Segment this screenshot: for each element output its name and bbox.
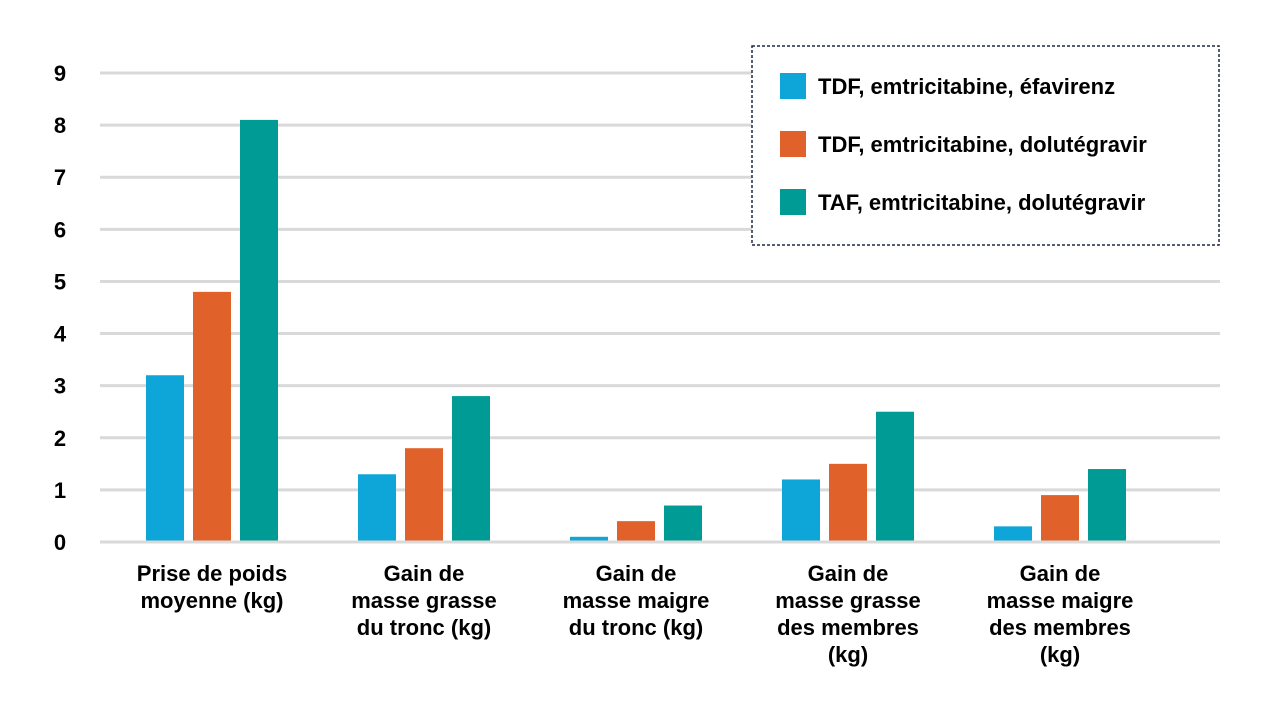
bar-2-series-2 xyxy=(405,448,443,542)
x-category-label-2: Gain de masse grasse du tronc (kg) xyxy=(351,561,497,640)
bar-4-series-3 xyxy=(876,411,914,542)
bar-1-series-2 xyxy=(193,291,231,542)
bar-2-series-1 xyxy=(358,474,396,542)
gridlines xyxy=(100,71,1220,492)
x-axis-category-labels: Prise de poids moyenne (kg)Gain de masse g… xyxy=(137,561,1134,667)
legend: TDF, emtricitabine, éfavirenz TDF, emtric… xyxy=(751,45,1220,246)
x-category-label-line: masse maigre xyxy=(987,588,1134,613)
x-category-label-line: Gain de xyxy=(596,561,677,586)
x-category-label-line: des membres xyxy=(989,615,1131,640)
x-category-label-line: du tronc (kg) xyxy=(357,615,491,640)
bar-5-series-2 xyxy=(1041,495,1079,542)
x-category-label-line: (kg) xyxy=(1040,642,1080,667)
y-tick-label-4: 4 xyxy=(54,322,67,347)
y-tick-label-9: 9 xyxy=(54,61,66,86)
y-tick-label-5: 5 xyxy=(54,269,66,294)
legend-label-3: TAF, emtricitabine, dolutégravir xyxy=(818,190,1146,215)
x-category-label-line: masse grasse xyxy=(351,588,497,613)
x-category-label-line: Gain de xyxy=(808,561,889,586)
bar-2-series-3 xyxy=(452,396,490,542)
bar-3-series-3 xyxy=(664,505,702,542)
legend-swatch-1 xyxy=(780,73,806,99)
bar-5-series-3 xyxy=(1088,469,1126,542)
legend-swatch-3 xyxy=(780,189,806,215)
x-category-label-3: Gain de masse maigre du tronc (kg) xyxy=(563,561,710,640)
y-tick-label-7: 7 xyxy=(54,165,66,190)
y-tick-label-8: 8 xyxy=(54,113,66,138)
x-category-label-line: masse grasse xyxy=(775,588,921,613)
legend-label-1: TDF, emtricitabine, éfavirenz xyxy=(818,74,1115,99)
x-category-label-line: des membres xyxy=(777,615,919,640)
y-tick-label-0: 0 xyxy=(54,530,66,555)
bar-4-series-1 xyxy=(782,479,820,542)
bar-3-series-2 xyxy=(617,521,655,542)
y-tick-label-2: 2 xyxy=(54,426,66,451)
bar-1-series-3 xyxy=(240,119,278,543)
x-category-label-line: (kg) xyxy=(828,642,868,667)
x-category-label-1: Prise de poids moyenne (kg) xyxy=(137,561,287,613)
x-category-label-line: du tronc (kg) xyxy=(569,615,703,640)
bar-5-series-1 xyxy=(994,526,1032,542)
x-category-label-5: Gain de masse maigre des membres (kg) xyxy=(987,561,1134,667)
x-category-label-line: moyenne (kg) xyxy=(140,588,283,613)
bar-3-series-1 xyxy=(570,536,608,542)
y-tick-label-6: 6 xyxy=(54,217,66,242)
x-category-label-line: Gain de xyxy=(384,561,465,586)
bars xyxy=(146,119,1126,543)
x-category-label-line: Prise de poids xyxy=(137,561,287,586)
y-tick-label-1: 1 xyxy=(54,478,66,503)
bar-1-series-1 xyxy=(146,375,184,542)
legend-swatch-2 xyxy=(780,131,806,157)
x-category-label-line: masse maigre xyxy=(563,588,710,613)
x-category-label-line: Gain de xyxy=(1020,561,1101,586)
y-tick-label-3: 3 xyxy=(54,374,66,399)
legend-box xyxy=(751,45,1220,246)
x-category-label-4: Gain de masse grasse des membres (kg) xyxy=(775,561,921,667)
bar-4-series-2 xyxy=(829,463,867,542)
y-axis-tick-labels: 0 1 2 3 4 5 6 7 8 9 xyxy=(54,61,67,555)
legend-label-2: TDF, emtricitabine, dolutégravir xyxy=(818,132,1147,157)
